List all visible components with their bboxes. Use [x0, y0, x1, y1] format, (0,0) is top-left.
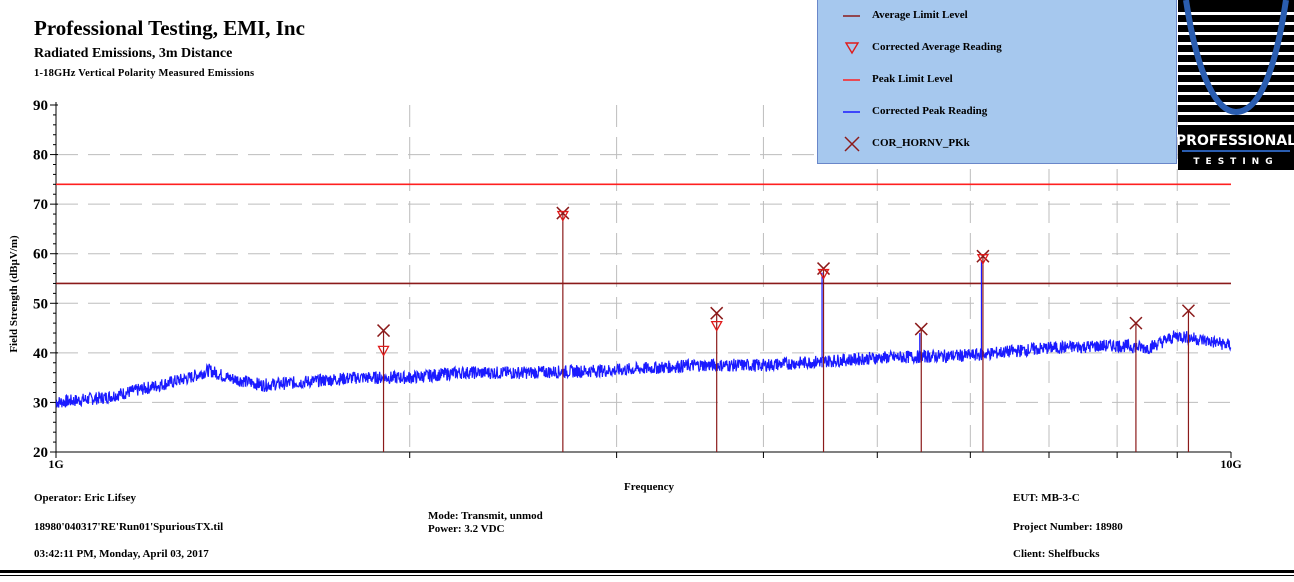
- peak-marker: [914, 322, 928, 336]
- y-axis-label: Field Strength (dBµV/m): [8, 235, 20, 353]
- legend-label: Corrected Average Reading: [872, 41, 1002, 53]
- peak-marker: [377, 324, 391, 338]
- power-label: Power: 3.2 VDC: [428, 523, 505, 535]
- legend-item: Peak Limit Level: [818, 70, 1176, 90]
- chart-grid: [56, 105, 1231, 452]
- measurement-title: 1-18GHz Vertical Polarity Measured Emiss…: [34, 68, 255, 79]
- y-tick-label: 20: [33, 445, 48, 461]
- emission-markers: [377, 206, 1195, 452]
- footer-rule: [0, 570, 1294, 573]
- y-tick-label: 90: [33, 98, 48, 114]
- project-number: Project Number: 18980: [1013, 521, 1123, 533]
- legend-label: Average Limit Level: [872, 9, 968, 21]
- legend-item: COR_HORNV_PKk: [818, 134, 1176, 154]
- legend-label: COR_HORNV_PKk: [872, 137, 970, 149]
- average-marker: [710, 320, 723, 332]
- peak-marker: [1181, 304, 1195, 318]
- legend-symbol-triangle: [844, 42, 860, 55]
- legend-symbol-line: [843, 111, 860, 113]
- eut-label: EUT: MB-3-C: [1013, 492, 1080, 504]
- company-title: Professional Testing, EMI, Inc: [34, 16, 305, 40]
- test-datetime: 03:42:11 PM, Monday, April 03, 2017: [34, 548, 209, 560]
- x-axis-label: Frequency: [624, 481, 674, 493]
- noise-floor-series: [55, 330, 1232, 408]
- legend-symbol-line: [843, 79, 860, 81]
- y-tick-label: 50: [33, 296, 48, 312]
- operator-label: Operator: Eric Lifsey: [34, 492, 137, 504]
- x-tick-label: 10G: [1220, 457, 1241, 471]
- limit-lines: [56, 183, 1231, 285]
- peak-marker: [1129, 316, 1143, 330]
- x-tick-label: 1G: [48, 457, 63, 471]
- logo-text: PROFESSIONAL: [1178, 133, 1294, 149]
- file-name: 18980'040317'RE'Run01'SpuriousTX.til: [34, 521, 224, 533]
- y-tick-label: 80: [33, 148, 48, 164]
- corrected-peak-trace: [55, 330, 1232, 408]
- average-marker: [556, 210, 569, 222]
- x-axis: 1G 10G: [48, 451, 1242, 471]
- company-logo: PROFESSIONAL TESTING: [1176, 0, 1294, 170]
- chart-subtitle: Radiated Emissions, 3m Distance: [34, 46, 233, 61]
- y-axis: 20 30 40 50 60 70 80 90: [33, 98, 58, 461]
- legend-item: Corrected Peak Reading: [818, 102, 1176, 122]
- average-marker: [976, 254, 990, 266]
- y-tick-label: 40: [33, 346, 48, 362]
- logo-subtext: TESTING: [1193, 157, 1278, 167]
- client-label: Client: Shelfbucks: [1013, 548, 1100, 560]
- legend-label: Corrected Peak Reading: [872, 105, 988, 117]
- footer-rule-thin: [0, 575, 1294, 576]
- chart-legend: Average Limit Level Corrected Average Rea…: [817, 0, 1177, 164]
- peak-marker: [556, 206, 570, 220]
- average-marker: [377, 345, 390, 357]
- legend-item: Average Limit Level: [818, 6, 1176, 26]
- y-tick-label: 70: [33, 197, 48, 213]
- peak-marker: [710, 306, 724, 320]
- y-tick-label: 30: [33, 395, 48, 411]
- legend-symbol-cross: [844, 136, 860, 152]
- emissions-chart: 20 30 40 50 60 70 80 90 1G 10G Field Strength (d…: [8, 98, 1242, 493]
- average-marker: [817, 268, 830, 280]
- legend-label: Peak Limit Level: [872, 73, 953, 85]
- legend-item: Corrected Average Reading: [818, 38, 1176, 58]
- peak-marker: [976, 249, 990, 263]
- y-tick-label: 60: [33, 247, 48, 263]
- mode-label: Mode: Transmit, unmod: [428, 510, 543, 522]
- legend-symbol-line: [843, 15, 860, 17]
